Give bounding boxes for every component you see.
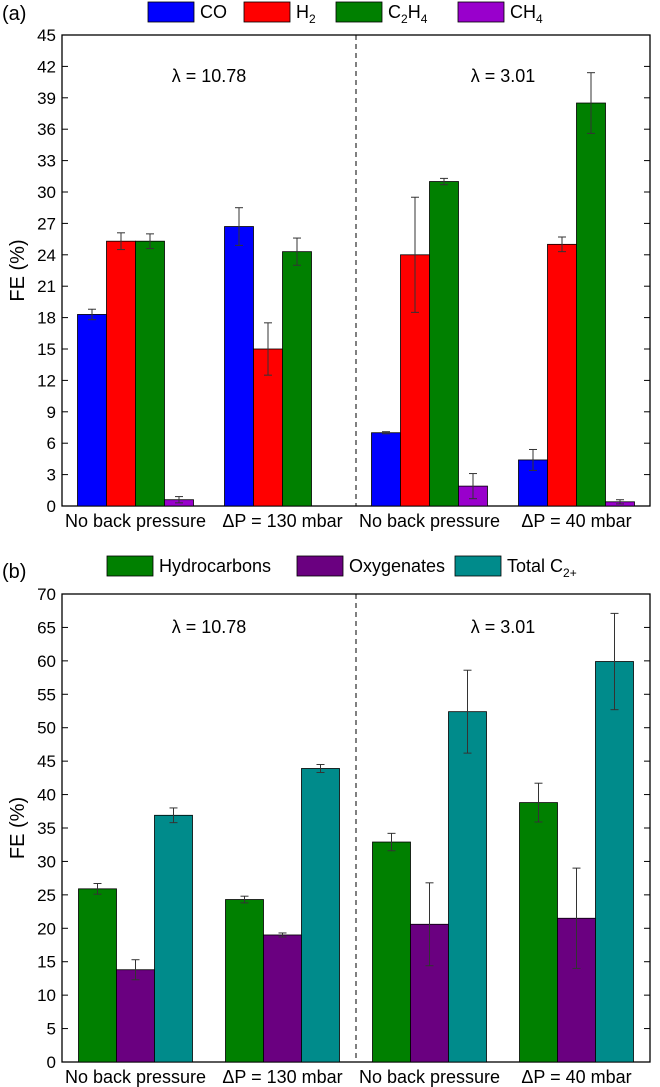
bar-co xyxy=(77,314,107,507)
bar-oxygenates xyxy=(263,934,302,1063)
y-tick-label: 18 xyxy=(37,309,56,328)
legend-label-text: Hydrocarbons xyxy=(159,556,271,576)
legend-swatch xyxy=(106,555,154,577)
y-tick-label: 5 xyxy=(47,1020,56,1039)
legend-swatch xyxy=(335,1,383,23)
panel-label: (b) xyxy=(2,561,26,583)
bar-hydrocarbons xyxy=(372,841,411,1063)
y-tick-label: 20 xyxy=(37,919,56,938)
y-tick-label: 6 xyxy=(47,434,56,453)
y-tick-label: 45 xyxy=(37,752,56,771)
y-tick-label: 15 xyxy=(37,953,56,972)
bar-co xyxy=(224,226,254,507)
legend-label-text: H xyxy=(296,2,309,22)
y-tick-label: 3 xyxy=(47,466,56,485)
legend-label-subscript: 4 xyxy=(536,12,543,26)
y-tick-label: 10 xyxy=(37,986,56,1005)
legend-label-subscript: 2+ xyxy=(563,566,577,580)
y-tick-label: 30 xyxy=(37,183,56,202)
y-tick-label: 15 xyxy=(37,340,56,359)
y-tick-label: 33 xyxy=(37,152,56,171)
y-axis-label: FE (%) xyxy=(7,797,29,859)
legend-swatch xyxy=(147,1,195,23)
panel-label: (a) xyxy=(2,3,26,25)
y-tick-label: 24 xyxy=(37,246,56,265)
y-tick-label: 39 xyxy=(37,89,56,108)
y-tick-label: 40 xyxy=(37,786,56,805)
y-tick-label: 21 xyxy=(37,277,56,296)
bar-total-c2- xyxy=(595,661,634,1063)
legend-label-text: H xyxy=(408,2,421,22)
y-tick-label: 60 xyxy=(37,652,56,671)
bar-hydrocarbons xyxy=(78,888,117,1063)
legend-label-subscript: 2 xyxy=(401,12,408,26)
x-category-label: ΔP = 130 mbar xyxy=(222,511,342,531)
y-tick-label: 9 xyxy=(47,403,56,422)
legend-label: Oxygenates xyxy=(349,556,445,576)
bar-co xyxy=(371,432,401,507)
legend-label: CO xyxy=(200,2,227,22)
y-tick-label: 36 xyxy=(37,120,56,139)
y-tick-label: 12 xyxy=(37,371,56,390)
legend-label-text: CH xyxy=(510,2,536,22)
x-category-label: ΔP = 40 mbar xyxy=(521,511,631,531)
y-tick-label: 50 xyxy=(37,719,56,738)
y-tick-label: 45 xyxy=(37,26,56,45)
bar-hydrocarbons xyxy=(519,802,558,1063)
bar-c2h4 xyxy=(429,181,459,507)
lambda-annotation: λ = 10.78 xyxy=(172,66,247,86)
y-tick-label: 35 xyxy=(37,819,56,838)
legend-label-text: C xyxy=(388,2,401,22)
y-tick-label: 25 xyxy=(37,886,56,905)
y-tick-label: 0 xyxy=(47,1053,56,1072)
lambda-annotation: λ = 3.01 xyxy=(471,66,536,86)
y-tick-label: 42 xyxy=(37,57,56,76)
y-tick-label: 65 xyxy=(37,618,56,637)
legend-label: H2 xyxy=(296,2,316,26)
legend-swatch xyxy=(454,555,502,577)
x-category-label: No back pressure xyxy=(359,1067,500,1087)
y-tick-label: 55 xyxy=(37,685,56,704)
x-category-label: No back pressure xyxy=(359,511,500,531)
lambda-annotation: λ = 3.01 xyxy=(471,617,536,637)
y-tick-label: 30 xyxy=(37,852,56,871)
y-tick-label: 27 xyxy=(37,214,56,233)
legend-label: C2H4 xyxy=(388,2,428,26)
bar-oxygenates xyxy=(116,969,155,1063)
x-category-label: No back pressure xyxy=(65,1067,206,1087)
bar-total-c2- xyxy=(301,768,340,1063)
x-category-label: ΔP = 40 mbar xyxy=(521,1067,631,1087)
legend-label-subscript: 2 xyxy=(309,12,316,26)
bar-c2h4 xyxy=(576,102,606,507)
legend-swatch xyxy=(457,1,505,23)
legend-label-subscript: 4 xyxy=(421,12,428,26)
lambda-annotation: λ = 10.78 xyxy=(172,617,247,637)
legend-label: Hydrocarbons xyxy=(159,556,271,576)
y-tick-label: 70 xyxy=(37,585,56,604)
legend-label: Total C2+ xyxy=(507,556,577,580)
legend-swatch xyxy=(296,555,344,577)
x-category-label: No back pressure xyxy=(65,511,206,531)
bar-h2 xyxy=(106,240,136,507)
bar-h2 xyxy=(547,243,577,507)
y-axis-label: FE (%) xyxy=(7,239,29,301)
legend-label-text: Total C xyxy=(507,556,563,576)
bar-c2h4 xyxy=(135,240,165,507)
y-tick-label: 0 xyxy=(47,497,56,516)
legend-label: CH4 xyxy=(510,2,543,26)
legend-label-text: CO xyxy=(200,2,227,22)
bar-hydrocarbons xyxy=(225,899,264,1063)
x-category-label: ΔP = 130 mbar xyxy=(222,1067,342,1087)
legend-label-text: Oxygenates xyxy=(349,556,445,576)
bar-total-c2- xyxy=(448,711,487,1063)
bar-total-c2- xyxy=(154,814,193,1063)
legend-swatch xyxy=(243,1,291,23)
bar-c2h4 xyxy=(282,251,312,507)
